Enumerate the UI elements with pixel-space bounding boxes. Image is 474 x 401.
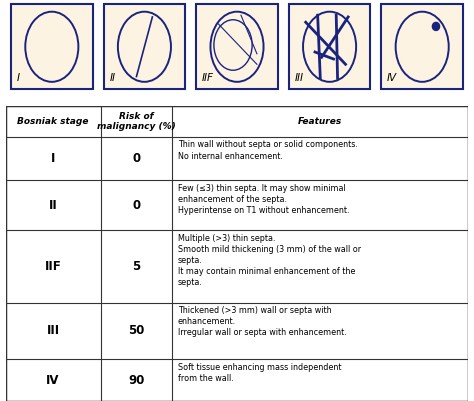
Text: Soft tissue enhancing mass independent
from the wall.: Soft tissue enhancing mass independent f… bbox=[178, 363, 341, 383]
Bar bbox=[289, 4, 370, 89]
Bar bbox=[104, 4, 185, 89]
Text: I: I bbox=[17, 73, 20, 83]
Text: IIF: IIF bbox=[202, 73, 214, 83]
Circle shape bbox=[432, 22, 439, 30]
Bar bbox=[196, 4, 278, 89]
Text: 0: 0 bbox=[132, 152, 140, 165]
Bar bbox=[382, 4, 463, 89]
Text: Thin wall without septa or solid components.
No internal enhancement.: Thin wall without septa or solid compone… bbox=[178, 140, 358, 160]
Text: 90: 90 bbox=[128, 374, 145, 387]
Text: II: II bbox=[49, 199, 57, 212]
Text: IV: IV bbox=[46, 374, 60, 387]
Text: III: III bbox=[46, 324, 60, 337]
Text: Few (≤3) thin septa. It may show minimal
enhancement of the septa.
Hyperintense : Few (≤3) thin septa. It may show minimal… bbox=[178, 184, 349, 215]
Text: Bosniak stage: Bosniak stage bbox=[18, 117, 89, 126]
Bar bbox=[11, 4, 92, 89]
Text: IIF: IIF bbox=[45, 260, 62, 273]
Text: I: I bbox=[51, 152, 55, 165]
Text: II: II bbox=[109, 73, 115, 83]
Text: Thickened (>3 mm) wall or septa with
enhancement.
Irregular wall or septa with e: Thickened (>3 mm) wall or septa with enh… bbox=[178, 306, 346, 338]
Text: Features: Features bbox=[298, 117, 342, 126]
Text: IV: IV bbox=[387, 73, 397, 83]
Text: Multiple (>3) thin septa.
Smooth mild thickening (3 mm) of the wall or
septa.
It: Multiple (>3) thin septa. Smooth mild th… bbox=[178, 234, 361, 287]
Text: 0: 0 bbox=[132, 199, 140, 212]
Text: 5: 5 bbox=[132, 260, 140, 273]
Text: III: III bbox=[294, 73, 303, 83]
Text: Risk of
malignancy (%): Risk of malignancy (%) bbox=[97, 112, 176, 131]
Text: 50: 50 bbox=[128, 324, 145, 337]
